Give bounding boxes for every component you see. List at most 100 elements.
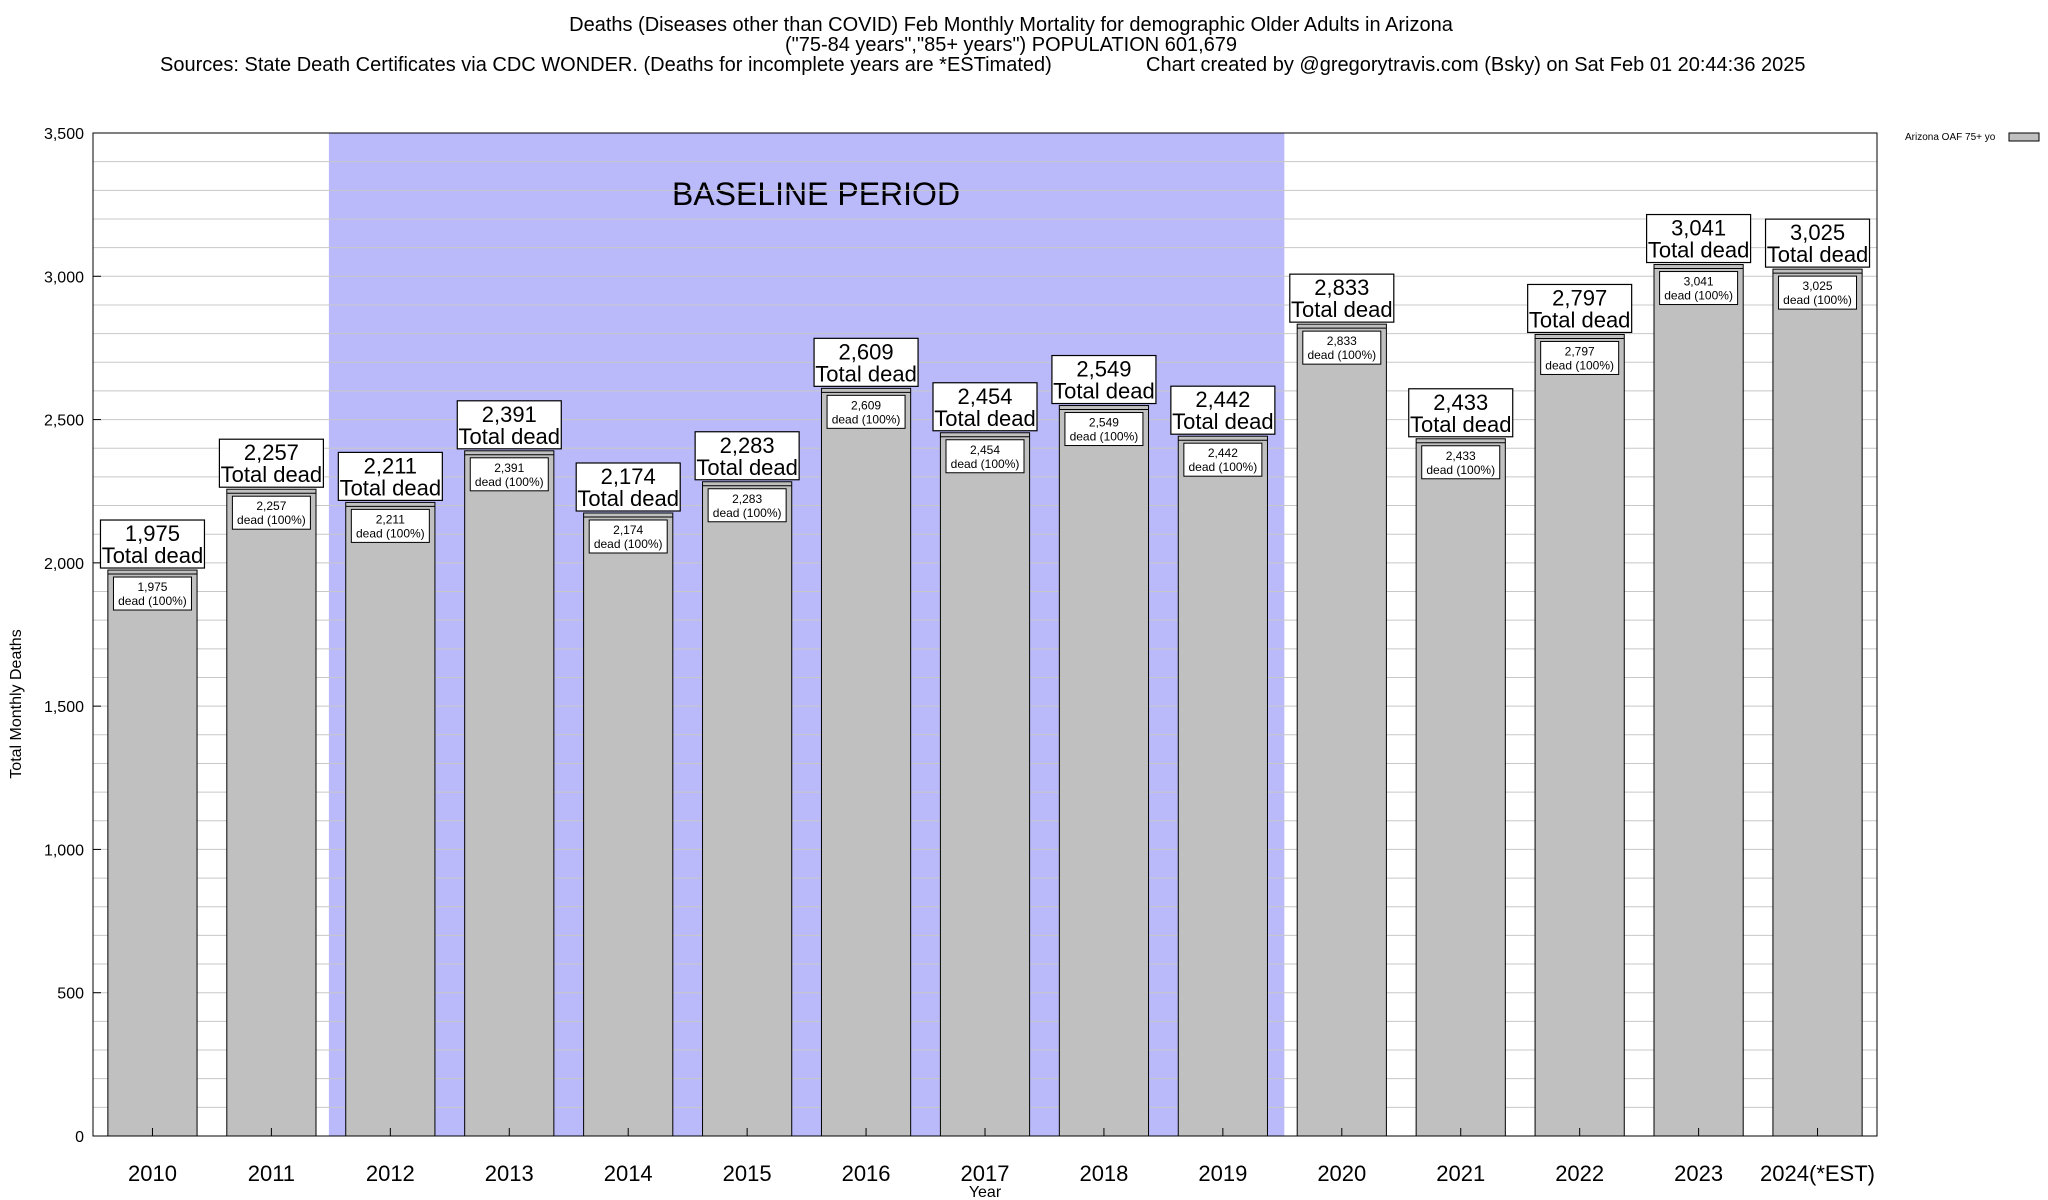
x-tick-label: 2021	[1436, 1161, 1485, 1186]
outer-label-suffix: Total dead	[221, 462, 323, 487]
x-tick-label: 2019	[1198, 1161, 1247, 1186]
inner-label-value: 3,025	[1803, 279, 1833, 293]
inner-label-box	[1183, 442, 1263, 477]
inner-label-value: 2,283	[732, 492, 762, 506]
inner-label-box	[231, 495, 311, 530]
inner-label-value: 1,975	[137, 580, 167, 594]
bar-2021	[1415, 438, 1506, 1137]
inner-label-box	[1778, 275, 1858, 310]
outer-label-value: 2,174	[601, 464, 656, 489]
x-tick-label: 2023	[1674, 1161, 1723, 1186]
x-tick-label: 2022	[1555, 1161, 1604, 1186]
inner-label-suffix: dead (100%)	[951, 457, 1020, 471]
inner-label-box	[1540, 340, 1620, 375]
inner-label-value: 2,391	[494, 461, 524, 475]
inner-label-suffix: dead (100%)	[1783, 293, 1852, 307]
outer-label-box	[1764, 218, 1871, 268]
axes: 0 500 1,000 1,500 2,000 2,500 3,000 3,500 2010 20…	[44, 126, 1878, 1186]
outer-label-suffix: Total dead	[934, 406, 1036, 431]
inner-label-value: 2,257	[256, 499, 286, 513]
outer-label-box	[99, 519, 206, 569]
outer-label-suffix: Total dead	[340, 475, 442, 500]
inner-label-value: 2,833	[1327, 334, 1357, 348]
inner-label-box	[826, 394, 906, 429]
outer-label-box	[813, 337, 919, 387]
outer-label-value: 3,041	[1671, 216, 1726, 241]
inner-label-value: 2,797	[1565, 344, 1595, 358]
inner-label-box	[350, 508, 430, 543]
x-tick-label: 2018	[1079, 1161, 1128, 1186]
y-tick-label: 3,500	[44, 126, 84, 143]
outer-label-box	[1645, 213, 1752, 264]
inner-label-box	[1421, 445, 1501, 480]
inner-label-suffix: dead (100%)	[1070, 430, 1139, 444]
inner-label-suffix: dead (100%)	[713, 506, 782, 520]
bar-2013	[464, 450, 555, 1137]
x-tick-label: 2011	[248, 1161, 295, 1186]
inner-label-suffix: dead (100%)	[594, 537, 663, 551]
outer-label-suffix: Total dead	[1172, 409, 1274, 434]
outer-label-value: 2,283	[720, 433, 775, 458]
y-tick-label: 3,000	[44, 269, 84, 286]
outer-label-box	[575, 462, 681, 512]
outer-label-box	[694, 431, 800, 481]
outer-label-suffix: Total dead	[815, 361, 917, 386]
bar-2016	[820, 387, 912, 1137]
outer-label-suffix: Total dead	[1291, 297, 1393, 322]
y-tick-label: 500	[57, 986, 84, 1003]
inner-label-value: 2,454	[970, 443, 1000, 457]
inner-label-suffix: dead (100%)	[118, 594, 187, 608]
bar-2022	[1534, 333, 1625, 1137]
outer-label-box	[1408, 388, 1514, 438]
bar-2010	[107, 569, 198, 1137]
inner-label-value: 2,442	[1208, 446, 1238, 460]
legend: Arizona OAF 75+ yo	[1905, 132, 2040, 143]
outer-label-value: 2,833	[1314, 275, 1369, 300]
outer-label-suffix: Total dead	[577, 486, 679, 511]
outer-label-value: 1,975	[125, 521, 180, 546]
y-tick-label: 1,000	[44, 842, 84, 859]
inner-label-value: 2,174	[613, 523, 643, 537]
x-tick-label: 2017	[961, 1161, 1010, 1186]
chart-subtitle: ("75-84 years","85+ years") POPULATION 6…	[785, 34, 1237, 56]
y-tick-label: 0	[75, 1129, 84, 1146]
outer-label-suffix: Total dead	[1053, 379, 1155, 404]
x-tick-label: 2014	[604, 1161, 653, 1186]
inner-label-suffix: dead (100%)	[475, 475, 544, 489]
x-tick-label: 2020	[1317, 1161, 1366, 1186]
outer-label-box	[1170, 385, 1276, 435]
x-tick-label: 2016	[842, 1161, 891, 1186]
outer-label-suffix: Total dead	[459, 424, 561, 449]
x-tick-label: 2024(*EST)	[1760, 1161, 1875, 1186]
inner-label-box	[1659, 271, 1739, 306]
baseline-label: BASELINE PERIOD	[672, 176, 960, 212]
outer-label-value: 2,549	[1076, 357, 1131, 382]
inner-label-box	[588, 519, 668, 554]
outer-label-value: 2,433	[1433, 390, 1488, 415]
outer-label-suffix: Total dead	[1529, 307, 1631, 332]
outer-label-value: 2,442	[1195, 387, 1250, 412]
inner-label-suffix: dead (100%)	[237, 513, 306, 527]
outer-label-suffix: Total dead	[1648, 238, 1750, 263]
outer-label-value: 2,391	[482, 402, 537, 427]
outer-label-box	[1289, 273, 1395, 323]
inner-label-value: 2,211	[376, 512, 405, 526]
inner-label-box	[112, 576, 192, 611]
outer-label-value: 3,025	[1790, 220, 1845, 245]
bar-2024(*EST)	[1772, 268, 1863, 1137]
outer-label-suffix: Total dead	[1410, 412, 1512, 437]
outer-label-box	[456, 400, 562, 450]
outer-label-suffix: Total dead	[1767, 242, 1869, 267]
bar-2015	[702, 481, 793, 1137]
legend-label: Arizona OAF 75+ yo	[1905, 132, 1996, 143]
outer-label-value: 2,257	[244, 440, 299, 465]
inner-label-suffix: dead (100%)	[356, 526, 425, 540]
bar-2012	[345, 501, 436, 1137]
outer-label-box	[1051, 354, 1157, 405]
inner-label-suffix: dead (100%)	[1545, 358, 1614, 372]
outer-label-box	[337, 451, 443, 501]
bar-2019	[1177, 435, 1268, 1137]
x-tick-label: 2015	[723, 1161, 772, 1186]
